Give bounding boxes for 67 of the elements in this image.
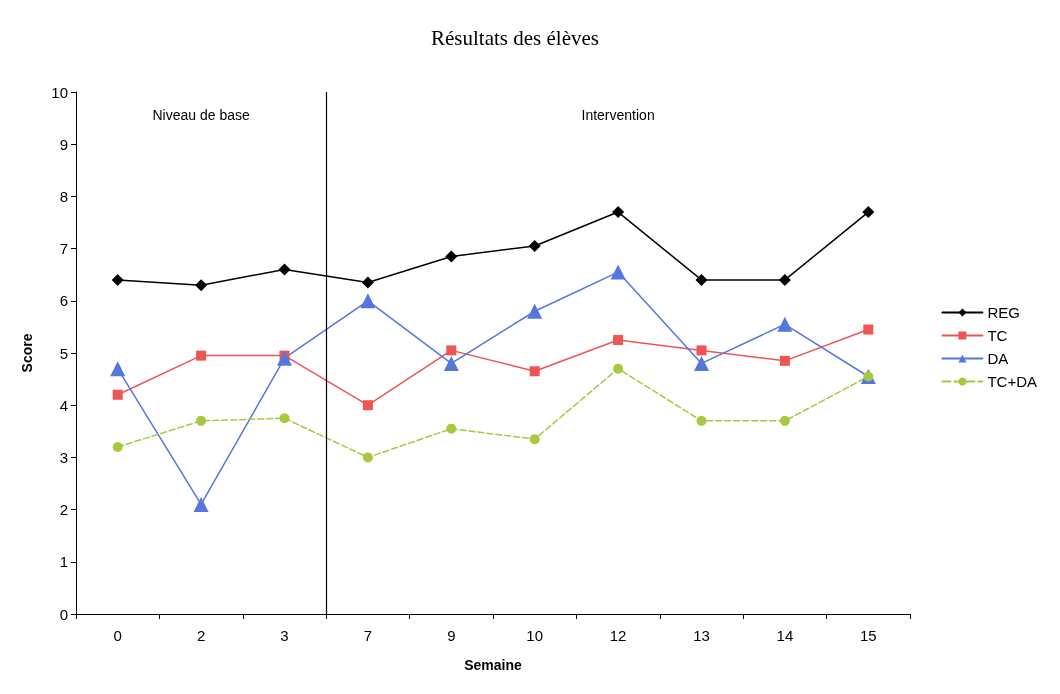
point	[362, 400, 373, 411]
annotation: Intervention	[581, 107, 655, 123]
x-tick-label: 14	[776, 627, 794, 644]
y-tick-label: 8	[59, 187, 68, 205]
point	[529, 434, 540, 445]
x-tick-label: 10	[526, 627, 544, 644]
x-tick-label: 15	[859, 627, 877, 644]
y-tick-label: 5	[59, 344, 68, 362]
point	[362, 452, 373, 463]
point	[445, 250, 458, 263]
y-axis-title: Score	[19, 333, 35, 373]
point	[360, 293, 376, 309]
point	[529, 366, 540, 377]
legend-label: TC	[987, 327, 1008, 344]
point	[196, 415, 207, 426]
point	[779, 355, 790, 366]
legend-label: DA	[987, 350, 1009, 367]
point	[527, 303, 543, 319]
x-tick-label: 3	[280, 627, 289, 644]
point	[279, 413, 290, 424]
x-tick-label: 2	[196, 627, 206, 644]
x-tick-label: 12	[609, 627, 627, 644]
x-axis-title: Semaine	[464, 657, 522, 673]
legend-label: TC+DA	[987, 373, 1037, 390]
point	[696, 415, 707, 426]
y-tick-label: 9	[59, 135, 68, 153]
x-tick-label: 7	[363, 627, 373, 644]
point	[696, 345, 707, 356]
legend-label: REG	[987, 304, 1020, 321]
point	[695, 273, 708, 286]
y-tick-label: 10	[51, 83, 68, 101]
point	[613, 363, 624, 374]
point	[446, 423, 457, 434]
x-tick-label: 9	[447, 627, 456, 644]
y-tick-label: 4	[59, 396, 68, 414]
x-tick-label: 13	[693, 627, 710, 644]
point	[446, 345, 457, 356]
y-tick-label: 0	[59, 605, 68, 623]
point	[110, 361, 126, 377]
point	[779, 415, 790, 426]
point	[361, 276, 374, 289]
chart-title: Résultats des élèves	[431, 25, 599, 50]
point	[193, 496, 209, 512]
point	[862, 206, 875, 219]
point	[863, 324, 874, 335]
point	[278, 263, 291, 276]
x-tick-label: 0	[113, 627, 122, 644]
y-tick-label: 2	[59, 501, 68, 519]
point	[694, 355, 709, 371]
point	[112, 441, 123, 452]
point	[111, 273, 124, 286]
point	[777, 316, 793, 332]
point	[612, 206, 625, 219]
point	[196, 350, 207, 361]
point	[112, 389, 123, 400]
y-tick-label: 7	[59, 240, 68, 258]
point	[613, 334, 624, 345]
point	[778, 273, 791, 286]
point	[443, 355, 459, 371]
point	[277, 350, 292, 366]
y-tick-label: 6	[59, 292, 68, 310]
point	[528, 239, 541, 252]
y-tick-label: 3	[59, 448, 68, 466]
y-tick-label: 1	[59, 553, 68, 571]
point	[610, 264, 626, 280]
point	[195, 279, 208, 292]
annotation: Niveau de base	[152, 107, 250, 123]
